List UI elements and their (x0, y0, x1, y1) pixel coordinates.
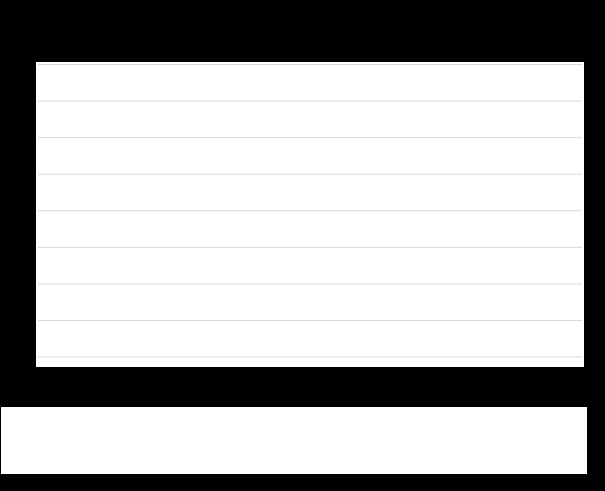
plot-panel (36, 62, 584, 367)
line-chart-canvas (38, 64, 582, 358)
legend: EU utanomNorden Asia Nord- ogMellom-Amer… (1, 407, 587, 474)
